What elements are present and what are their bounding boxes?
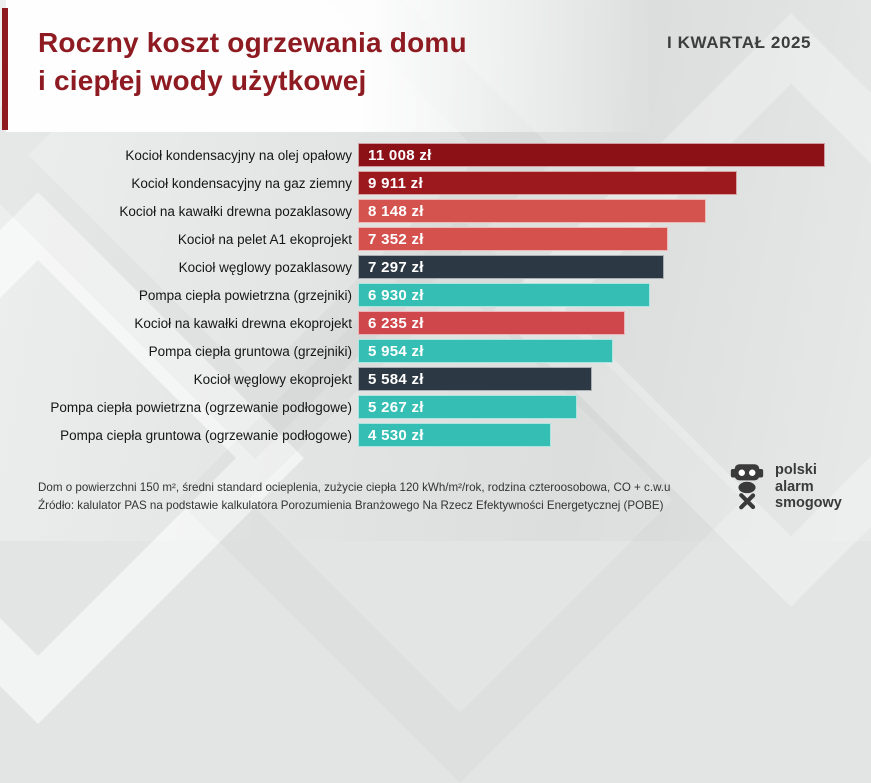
logo-text-line1: polski — [775, 462, 817, 478]
bar-category-label: Kocioł kondensacyjny na gaz ziemny — [131, 175, 352, 191]
bar: 11 008 zł — [358, 143, 825, 167]
bar-value-label: 4 530 zł — [368, 426, 424, 444]
footnote-assumptions: Dom o powierzchni 150 m², średni standar… — [38, 481, 671, 494]
chart-row: Kocioł węglowy ekoprojekt 5 584 zł — [0, 365, 871, 393]
chart-row: Kocioł kondensacyjny na olej opałowy 11 0… — [0, 141, 871, 169]
bar-category-label: Kocioł węglowy pozaklasowy — [178, 259, 352, 275]
page-title-line2: i ciepłej wody użytkowej — [38, 65, 367, 96]
skull-crossbones-icon — [730, 463, 764, 510]
bar: 7 352 zł — [358, 227, 668, 251]
header-highlight-band — [6, 0, 654, 132]
page-title: Roczny koszt ogrzewania domu i ciepłej w… — [38, 24, 467, 100]
logo-text-line3: smogowy — [775, 495, 842, 511]
bar-value-label: 9 911 zł — [368, 174, 423, 192]
bar-category-label: Kocioł na pelet A1 ekoprojekt — [177, 231, 352, 247]
bar-value-label: 7 352 zł — [368, 230, 424, 248]
bar-category-label: Kocioł na kawałki drewna ekoprojekt — [134, 315, 352, 331]
bar: 5 267 zł — [358, 395, 577, 419]
title-accent-strip — [2, 8, 8, 130]
page-title-line1: Roczny koszt ogrzewania domu — [38, 27, 467, 58]
bar-category-label: Kocioł węglowy ekoprojekt — [193, 371, 352, 387]
bar: 6 235 zł — [358, 311, 625, 335]
bar-category-label: Pompa ciepła gruntowa (grzejniki) — [148, 343, 352, 359]
bar-value-label: 8 148 zł — [368, 202, 424, 220]
chart-row: Pompa ciepła powietrzna (ogrzewanie podł… — [0, 393, 871, 421]
bar-category-label: Kocioł na kawałki drewna pozaklasowy — [119, 203, 352, 219]
chart-row: Kocioł na kawałki drewna pozaklasowy 8 14… — [0, 197, 871, 225]
bar-category-label: Kocioł kondensacyjny na olej opałowy — [125, 147, 352, 163]
quarter-label: I KWARTAŁ 2025 — [667, 33, 812, 52]
bar-category-label: Pompa ciepła gruntowa (ogrzewanie podłog… — [60, 427, 352, 443]
bar-value-label: 6 235 zł — [368, 314, 424, 332]
bar-category-label: Pompa ciepła powietrzna (ogrzewanie podł… — [50, 399, 352, 415]
bar-value-label: 7 297 zł — [368, 258, 424, 276]
chart-row: Pompa ciepła gruntowa (ogrzewanie podłog… — [0, 421, 871, 449]
bar-chart: Kocioł kondensacyjny na olej opałowy 11 0… — [0, 141, 871, 449]
bar: 4 530 zł — [358, 423, 551, 447]
bar: 5 584 zł — [358, 367, 592, 391]
chart-row: Pompa ciepła gruntowa (grzejniki) 5 954 z… — [0, 337, 871, 365]
polski-alarm-smogowy-logo: polski alarm smogowy — [728, 462, 842, 512]
chart-row: Pompa ciepła powietrzna (grzejniki) 6 930… — [0, 281, 871, 309]
bar-value-label: 5 954 zł — [368, 342, 424, 360]
chart-row: Kocioł kondensacyjny na gaz ziemny 9 911 … — [0, 169, 871, 197]
footnotes: Dom o powierzchni 150 m², średni standar… — [38, 479, 670, 515]
bar: 8 148 zł — [358, 199, 706, 223]
footnote-source: Źródło: kalulator PAS na podstawie kalku… — [38, 499, 664, 512]
chart-row: Kocioł na kawałki drewna ekoprojekt 6 235… — [0, 309, 871, 337]
bar-value-label: 5 584 zł — [368, 370, 424, 388]
logo-text-line2: alarm — [775, 478, 814, 495]
bar: 9 911 zł — [358, 171, 737, 195]
bar-value-label: 11 008 zł — [368, 146, 432, 164]
chart-row: Kocioł węglowy pozaklasowy 7 297 zł — [0, 253, 871, 281]
logo-text: polski alarm smogowy — [775, 462, 842, 512]
bar-category-label: Pompa ciepła powietrzna (grzejniki) — [138, 287, 352, 303]
bar-value-label: 5 267 zł — [368, 398, 424, 416]
bar-value-label: 6 930 zł — [368, 286, 424, 304]
chart-row: Kocioł na pelet A1 ekoprojekt 7 352 zł — [0, 225, 871, 253]
bar: 5 954 zł — [358, 339, 613, 363]
bar: 6 930 zł — [358, 283, 650, 307]
bar: 7 297 zł — [358, 255, 664, 279]
